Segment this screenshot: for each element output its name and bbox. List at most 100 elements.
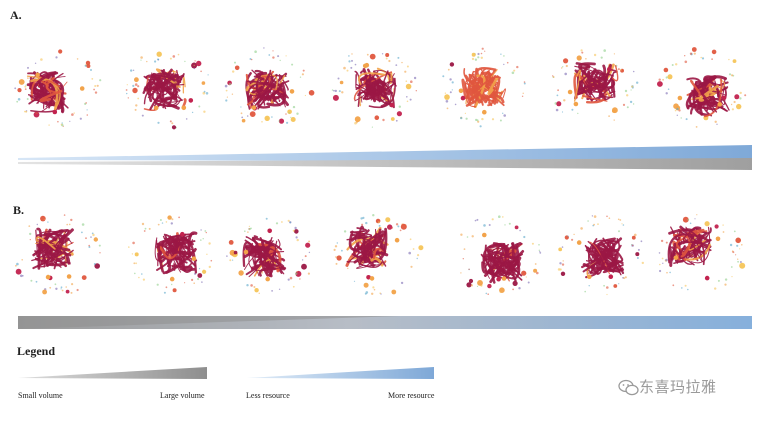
network-node [333,89,335,92]
network-node [379,292,382,295]
network-node [406,65,409,68]
network-node [246,284,249,287]
network-edge [266,82,287,107]
network-node [681,287,683,289]
network-node [608,115,610,117]
network-node [25,110,28,113]
network-node [55,56,58,59]
network-node [565,64,568,68]
network-node [79,117,82,120]
network-node [205,231,207,234]
network-node [736,244,739,247]
network-node [233,250,238,255]
network-node [141,273,143,275]
network-node [241,118,246,123]
network-edge [506,254,521,271]
network-edge [481,261,496,274]
network-node [577,112,579,115]
network-node [299,76,302,78]
network-edge [356,225,365,250]
network-node [365,221,368,225]
network-edge [253,235,259,239]
network-node [730,103,733,106]
network-node [682,216,689,223]
network-node [343,230,347,233]
network-edge [37,238,43,270]
network-node [58,49,63,54]
network-edge [349,227,367,233]
watermark: 东喜玛拉雅 [613,376,717,397]
network-edge [361,227,388,263]
network-node [208,265,211,269]
network-node [43,218,45,220]
network-node [481,117,484,121]
network-node [474,58,478,61]
network-node [735,237,741,244]
network-edge [668,242,677,261]
network-edge [364,91,383,102]
network-node [659,269,662,273]
network-node [442,75,445,78]
network-node [480,52,483,55]
network-node [624,276,627,279]
network-node [362,216,365,219]
network-node [559,268,562,271]
network-edge [373,70,391,98]
network-node [571,108,574,111]
network-edge [387,72,393,84]
network-node [412,248,415,250]
network-node [226,255,228,257]
network-node [17,98,21,101]
network-node [405,83,412,90]
network-node [711,58,713,60]
network-node [128,246,130,248]
network-node [127,97,129,99]
network-node [739,91,742,95]
network-node [200,70,202,73]
network-node [225,89,228,92]
network-node [484,50,486,52]
network-node [292,105,296,109]
network-node [134,108,137,111]
network-edge [688,89,704,108]
network-edge [471,86,488,104]
network-node [661,257,664,260]
network-edge [588,258,608,274]
network-node [523,81,526,83]
network-node [737,258,739,260]
network-edge [154,237,165,262]
network-edge [351,229,370,237]
network-node [539,252,542,254]
network-hub-node [289,89,295,94]
network-edge [36,249,74,268]
network-node [193,64,195,67]
network-hub-node [66,274,72,279]
network-node [561,263,565,266]
network-node [684,284,687,287]
network-node [295,270,302,277]
network-node [249,58,252,60]
network-node [618,283,620,285]
network-node [71,113,74,116]
network-edge [692,85,710,116]
legend-small-volume: Small volume [18,391,63,400]
network-node [714,120,717,124]
network-node [676,114,678,117]
network-node [134,272,136,275]
network-node [140,59,142,61]
network-node [63,214,66,216]
network-node [504,224,506,226]
network-node [36,223,38,226]
network-node [281,221,283,223]
network-node [295,272,298,275]
network-node [17,88,22,93]
network-node [559,262,562,265]
network-hub-node [482,232,487,238]
network-node [624,89,628,93]
network-node [341,249,343,252]
network-node [502,112,504,115]
network-node [88,246,91,248]
network-node [224,84,228,88]
network-node [27,77,29,79]
network-node [28,225,31,228]
